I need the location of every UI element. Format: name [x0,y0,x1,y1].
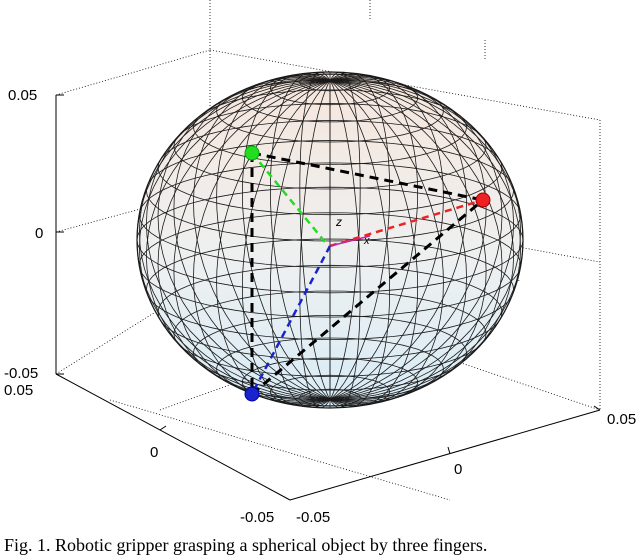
mesh-meridian [193,75,331,400]
mesh-meridian [329,80,419,407]
red-contact-point [475,192,491,208]
y-tick-label: -0.05 [240,509,274,526]
z-tick-label: -0.05 [4,365,38,382]
mesh-meridian [145,80,331,401]
mesh-meridian [299,72,331,400]
frame-x-axis [329,235,371,247]
mesh-meridian [329,80,522,401]
mesh-meridian [329,79,522,400]
y-tick-label: 0.05 [4,382,33,399]
mesh-meridian [329,80,444,406]
mesh-meridian [329,79,515,400]
x-tick-label: -0.05 [296,509,330,526]
mesh-meridian [329,77,487,400]
sphere-mesh [137,72,523,408]
mesh-meridian [329,80,467,405]
mesh-meridian [329,80,391,408]
mesh-parallel [137,186,523,294]
mesh-meridian [138,79,331,400]
mesh-meridian [241,73,331,400]
green-contact-point [244,145,260,161]
mesh-meridian [137,80,331,400]
figure-caption: Fig. 1. Robotic gripper grasping a spher… [4,535,488,555]
mesh-meridian [269,80,331,408]
mesh-meridian [216,74,331,400]
z-tick-label: 0.05 [8,87,37,104]
x-tick-label: 0 [454,461,462,478]
mesh-meridian [299,80,331,408]
mesh-meridian [157,80,331,402]
red-finger-vector [329,198,484,248]
mesh-meridian [329,80,487,403]
grasp-triangle [250,151,484,396]
mesh-meridian [329,80,523,400]
mesh-meridian [173,77,331,400]
mesh-meridian [329,80,361,408]
mesh-meridian [329,80,515,401]
z-tick-label: 0 [35,225,43,242]
frame-z-label: z [335,215,342,229]
mesh-meridian [329,72,361,400]
mesh-meridian [145,79,331,400]
mesh-meridian [138,80,331,401]
mesh-meridian [329,78,503,400]
frame-x-label: x [363,235,370,247]
y-tick-label: 0 [150,444,158,461]
mesh-meridian [329,72,391,400]
blue-finger-vector [250,245,332,395]
blue-contact-point [244,386,260,402]
x-tick-label: 0.05 [607,411,636,428]
